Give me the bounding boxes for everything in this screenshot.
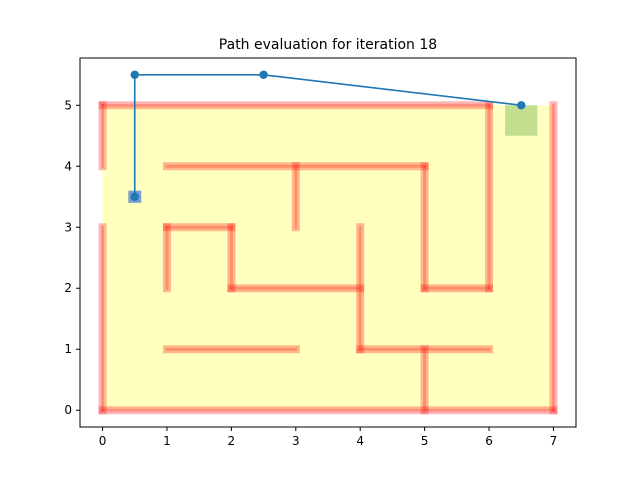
path-point <box>259 70 268 79</box>
plot-area <box>98 70 558 415</box>
chart-title: Path evaluation for iteration 18 <box>219 37 437 53</box>
x-tick-label: 7 <box>550 434 558 448</box>
maze-area <box>102 105 554 411</box>
x-tick-label: 4 <box>356 434 364 448</box>
y-tick-label: 5 <box>64 98 72 112</box>
y-tick-label: 0 <box>64 403 72 417</box>
y-tick-label: 3 <box>64 220 72 234</box>
x-tick-label: 3 <box>292 434 300 448</box>
y-axis: 0 1 2 3 4 5 <box>64 98 80 417</box>
path-line <box>133 73 522 197</box>
path-point <box>130 192 139 201</box>
y-tick-label: 4 <box>64 159 72 173</box>
axes-frame <box>79 57 577 428</box>
path-point <box>517 101 526 110</box>
goal-cell <box>505 105 538 136</box>
path-point <box>130 70 139 79</box>
x-tick-label: 5 <box>421 434 429 448</box>
y-tick-label: 1 <box>64 342 72 356</box>
x-tick-label: 1 <box>163 434 171 448</box>
x-tick-label: 2 <box>228 434 236 448</box>
x-axis: 0 1 2 3 4 5 6 7 <box>99 427 558 448</box>
x-tick-label: 6 <box>485 434 493 448</box>
y-tick-label: 2 <box>64 281 72 295</box>
x-tick-label: 0 <box>99 434 107 448</box>
